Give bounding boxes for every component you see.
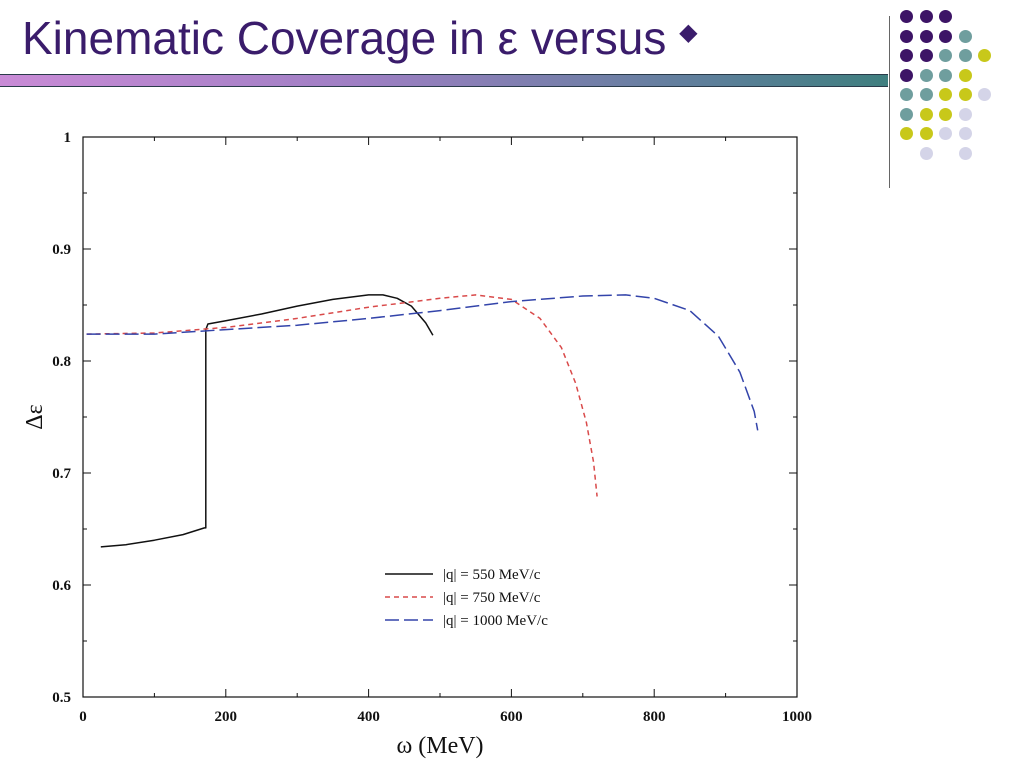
decor-dot	[900, 88, 913, 101]
slide-title: Kinematic Coverage in ε versus ◆	[22, 12, 698, 65]
y-axis-label: Δε	[22, 404, 48, 430]
title-underline-bar	[0, 74, 888, 87]
decor-dot	[919, 127, 933, 140]
x-tick-label: 1000	[782, 709, 812, 725]
decor-dot	[958, 146, 972, 160]
decor-dot	[939, 29, 952, 43]
decor-dot	[939, 49, 952, 62]
decor-dot	[958, 127, 972, 140]
decor-dot	[919, 68, 933, 82]
decor-dot	[939, 10, 952, 23]
decor-dot	[900, 29, 913, 43]
series-line-2	[86, 294, 598, 497]
line-chart: 0 200 400 600 800 1000 0.5 0.6 0.7 0.8 0.9 1 ω (MeV…	[22, 130, 812, 759]
y-tick-label: 0.6	[52, 578, 71, 594]
decor-dot	[958, 49, 972, 62]
x-tick-label: 200	[215, 709, 238, 725]
x-tick-label: 800	[643, 709, 666, 725]
decor-dot	[900, 107, 913, 121]
axis-ticks: 0 200 400 600 800 1000 0.5 0.6 0.7 0.8 0.9 1	[52, 130, 812, 725]
y-tick-label: 1	[64, 130, 72, 146]
series-line-1	[100, 294, 434, 548]
vertical-divider	[889, 16, 890, 188]
decor-dot	[900, 127, 913, 140]
decor-dot	[939, 68, 952, 82]
decor-dot	[919, 29, 933, 43]
y-tick-label: 0.8	[52, 354, 71, 370]
y-tick-label: 0.9	[52, 242, 71, 258]
y-tick-label: 0.5	[52, 690, 71, 706]
decor-dot	[919, 49, 933, 62]
decor-dot	[958, 88, 972, 101]
decor-dot	[958, 107, 972, 121]
x-axis-label: ω (MeV)	[396, 733, 483, 759]
decor-dot	[958, 68, 972, 82]
plot-area-frame	[82, 136, 798, 698]
decor-dot	[978, 88, 991, 101]
series-layer	[86, 294, 759, 548]
decor-dot	[919, 10, 933, 23]
decor-dot	[900, 10, 913, 23]
decor-dot	[939, 107, 952, 121]
slide-title-text: Kinematic Coverage in ε versus	[22, 12, 667, 64]
decor-dot	[900, 68, 913, 82]
decor-dot	[919, 107, 933, 121]
decorative-dot-grid	[900, 10, 1010, 170]
legend-label: |q| = 750 MeV/c	[443, 590, 541, 606]
x-tick-label: 400	[357, 709, 380, 725]
decor-dot	[939, 88, 952, 101]
series-line-3	[86, 294, 759, 431]
decor-dot	[939, 127, 952, 140]
decor-dot	[958, 29, 972, 43]
chart-legend: |q| = 550 MeV/c |q| = 750 MeV/c |q| = 1000…	[385, 567, 548, 629]
legend-label: |q| = 550 MeV/c	[443, 567, 541, 583]
decor-dot	[919, 88, 933, 101]
decor-dot	[919, 146, 933, 160]
x-tick-label: 600	[500, 709, 523, 725]
x-tick-label: 0	[79, 709, 87, 725]
decor-dot	[900, 49, 913, 62]
legend-label: |q| = 1000 MeV/c	[443, 613, 548, 629]
title-bullet-icon: ◆	[679, 19, 698, 46]
y-tick-label: 0.7	[52, 466, 71, 482]
decor-dot	[978, 49, 991, 62]
